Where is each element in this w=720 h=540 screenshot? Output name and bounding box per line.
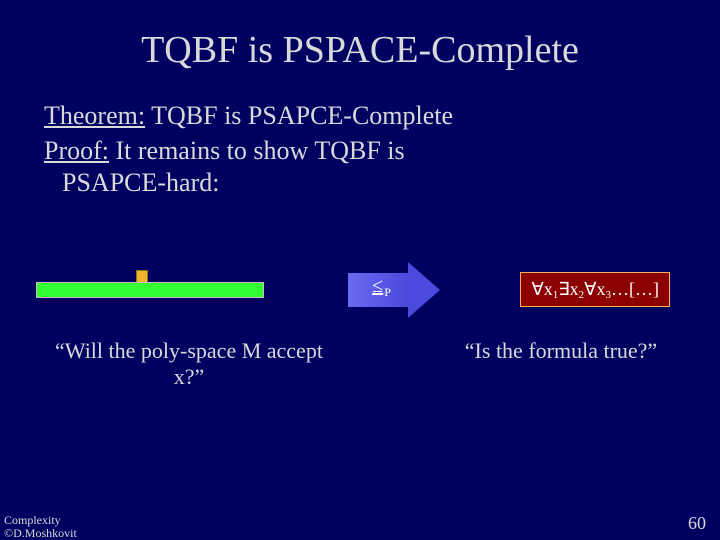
slide: TQBF is PSPACE-Complete Theorem: TQBF is… xyxy=(0,0,720,540)
footer-left: Complexity ©D.Moshkovit xyxy=(4,514,77,540)
v3: x xyxy=(597,279,606,299)
turing-machine-icon xyxy=(36,280,264,300)
q1: ∀ xyxy=(531,279,543,299)
arrow-body: ≤P xyxy=(348,273,408,307)
s2: 2 xyxy=(579,289,585,301)
v2: x xyxy=(570,279,579,299)
s3: 3 xyxy=(606,289,612,301)
body-text: Theorem: TQBF is PSAPCE-Complete Proof: … xyxy=(44,100,676,200)
q2: ∃ xyxy=(558,279,569,299)
leq-subscript: P xyxy=(384,285,391,300)
caption-right: “Is the formula true?” xyxy=(446,338,676,390)
theorem-text: TQBF is PSAPCE-Complete xyxy=(145,101,453,130)
proof-line: Proof: It remains to show TQBF is xyxy=(44,135,676,168)
proof-label: Proof: xyxy=(44,136,109,165)
proof-text: It remains to show TQBF is xyxy=(109,136,405,165)
reduction-arrow-icon: ≤P xyxy=(348,262,440,318)
v1: x xyxy=(544,279,553,299)
s1: 1 xyxy=(553,289,559,301)
footer-course: Complexity xyxy=(4,514,77,527)
q3: ∀ xyxy=(584,279,596,299)
arrow-head-icon xyxy=(408,262,440,318)
caption-left: “Will the poly-space M accept x?” xyxy=(44,338,334,390)
footer: Complexity ©D.Moshkovit 60 xyxy=(0,513,720,540)
slide-title: TQBF is PSPACE-Complete xyxy=(44,28,676,72)
leq-symbol: ≤ xyxy=(372,275,383,298)
formula-tail: …[…] xyxy=(611,279,659,299)
theorem-line: Theorem: TQBF is PSAPCE-Complete xyxy=(44,100,676,133)
footer-author: ©D.Moshkovit xyxy=(4,527,77,540)
page-number: 60 xyxy=(688,513,706,540)
arrow-label: ≤P xyxy=(372,275,391,298)
formula-box: ∀x1∃x2∀x3…[…] xyxy=(520,272,670,307)
tape-bar-icon xyxy=(36,282,264,298)
theorem-label: Theorem: xyxy=(44,101,145,130)
proof-continuation: PSAPCE-hard: xyxy=(44,167,676,200)
diagram-row: ≤P ∀x1∃x2∀x3…[…] xyxy=(44,262,676,318)
captions-row: “Will the poly-space M accept x?” “Is th… xyxy=(44,338,676,390)
